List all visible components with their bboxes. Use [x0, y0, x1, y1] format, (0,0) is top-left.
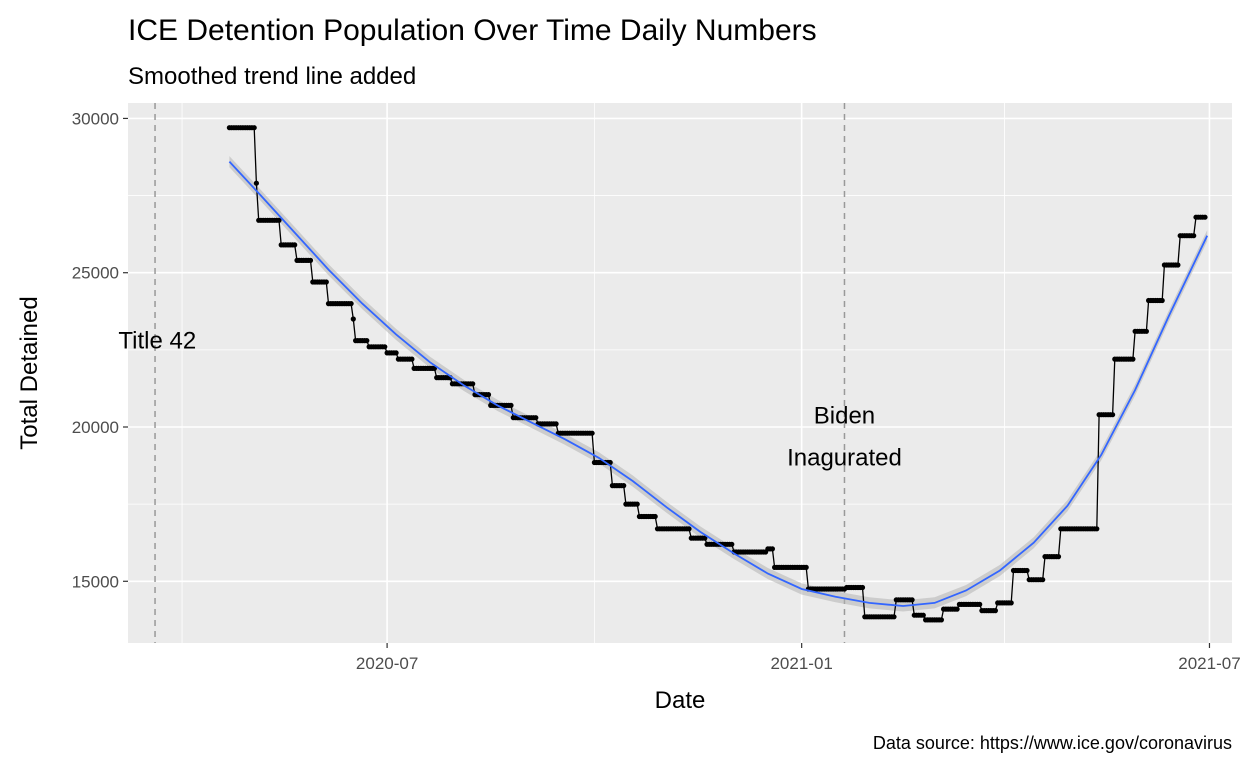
annotation-label-2-line-1: Biden — [814, 402, 875, 429]
data-point — [276, 217, 282, 223]
data-point — [652, 513, 658, 520]
data-point — [323, 279, 329, 285]
data-point — [348, 301, 354, 307]
y-tick-label: 25000 — [72, 264, 119, 283]
x-tick-label: 2021-07 — [1178, 654, 1240, 673]
data-point — [1175, 262, 1181, 268]
data-point — [553, 421, 559, 427]
data-point — [803, 564, 809, 571]
y-tick-label: 30000 — [72, 109, 119, 128]
annotations: Title 42 Biden Inagurated — [118, 328, 901, 472]
chart-subtitle: Smoothed trend line added — [128, 63, 416, 90]
data-point — [589, 430, 595, 436]
annotation-label-1-line-1: Title 42 — [118, 328, 196, 355]
data-point — [621, 483, 627, 489]
data-point — [1159, 297, 1165, 304]
chart-title: ICE Detention Population Over Time Daily… — [128, 14, 817, 47]
data-point — [634, 501, 640, 507]
data-point — [470, 381, 476, 387]
x-axis-title: Date — [655, 687, 706, 714]
data-point — [859, 584, 866, 591]
data-point — [251, 125, 257, 131]
data-point — [1191, 233, 1197, 239]
data-point — [1008, 600, 1014, 606]
data-point — [409, 356, 415, 362]
data-point — [508, 402, 514, 408]
y-tick-label: 20000 — [72, 418, 119, 437]
data-point — [769, 546, 776, 552]
data-point — [350, 316, 356, 322]
data-point — [1110, 412, 1116, 418]
data-point — [1202, 214, 1208, 220]
data-point — [938, 617, 945, 623]
x-tick-label: 2020-07 — [356, 654, 418, 673]
data-point — [1143, 328, 1149, 334]
data-point — [307, 257, 314, 263]
x-axis: 2020-07 2021-01 2021-07 — [356, 643, 1241, 673]
data-point — [364, 338, 370, 344]
y-axis: 15000 20000 25000 30000 — [72, 109, 128, 591]
data-point — [729, 541, 735, 547]
plot-panel — [128, 103, 1232, 643]
event-lines — [154, 103, 846, 643]
data-point — [686, 526, 692, 532]
data-point — [954, 606, 960, 612]
data-point — [393, 350, 399, 356]
data-point — [977, 601, 983, 608]
data-point — [891, 614, 897, 620]
data-point — [909, 597, 915, 603]
data-source-caption: Data source: https://www.ice.gov/coronav… — [873, 733, 1232, 753]
data-point — [1094, 526, 1100, 532]
data-point — [992, 608, 999, 614]
data-point — [382, 344, 388, 350]
data-point — [920, 612, 926, 618]
data-point — [485, 392, 492, 398]
y-axis-title: Total Detained — [16, 296, 43, 449]
minor-gridlines — [128, 103, 1232, 643]
data-point — [533, 415, 539, 421]
data-point — [1130, 356, 1136, 362]
annotation-label-2-line-2: Inagurated — [787, 444, 902, 471]
data-point — [702, 535, 708, 541]
data-point — [292, 242, 298, 248]
y-tick-label: 15000 — [72, 572, 119, 591]
data-point — [1024, 567, 1030, 574]
smooth-trend-line — [228, 160, 1209, 607]
data-point — [1040, 577, 1046, 583]
x-tick-label: 2021-01 — [770, 654, 832, 673]
data-point — [1055, 554, 1062, 560]
data-point — [253, 180, 259, 186]
